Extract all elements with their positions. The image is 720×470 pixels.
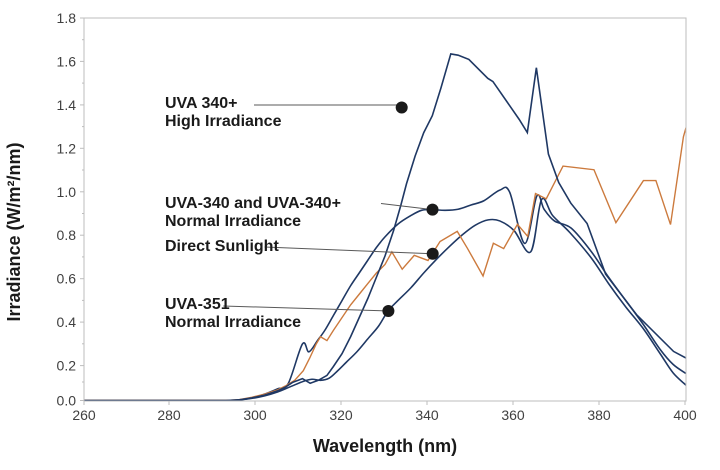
svg-text:UVA 340+: UVA 340+	[165, 95, 237, 112]
svg-text:Direct Sunlight: Direct Sunlight	[165, 238, 279, 255]
svg-text:340: 340	[415, 407, 439, 423]
svg-text:UVA-340 and UVA-340+: UVA-340 and UVA-340+	[165, 195, 341, 212]
svg-text:1.2: 1.2	[57, 140, 77, 156]
svg-text:320: 320	[329, 407, 353, 423]
svg-text:Irradiance (W/m²/nm): Irradiance (W/m²/nm)	[4, 142, 24, 321]
svg-text:Normal Irradiance: Normal Irradiance	[165, 314, 301, 331]
svg-text:280: 280	[157, 407, 181, 423]
svg-text:0.8: 0.8	[57, 227, 77, 243]
svg-text:0.6: 0.6	[57, 271, 77, 287]
svg-text:400: 400	[673, 407, 697, 423]
svg-text:UVA-351: UVA-351	[165, 296, 230, 313]
svg-text:High Irradiance: High Irradiance	[165, 113, 282, 130]
svg-text:260: 260	[72, 407, 96, 423]
svg-text:360: 360	[501, 407, 525, 423]
svg-text:380: 380	[587, 407, 611, 423]
svg-text:Wavelength (nm): Wavelength (nm)	[313, 436, 457, 456]
svg-text:300: 300	[243, 407, 267, 423]
svg-text:1.4: 1.4	[57, 97, 77, 113]
svg-text:1.0: 1.0	[57, 184, 77, 200]
svg-text:0.4: 0.4	[57, 314, 77, 330]
svg-text:1.8: 1.8	[57, 10, 77, 26]
svg-text:Normal Irradiance: Normal Irradiance	[165, 213, 301, 230]
svg-text:1.6: 1.6	[57, 53, 77, 69]
svg-text:0.2: 0.2	[57, 358, 77, 374]
